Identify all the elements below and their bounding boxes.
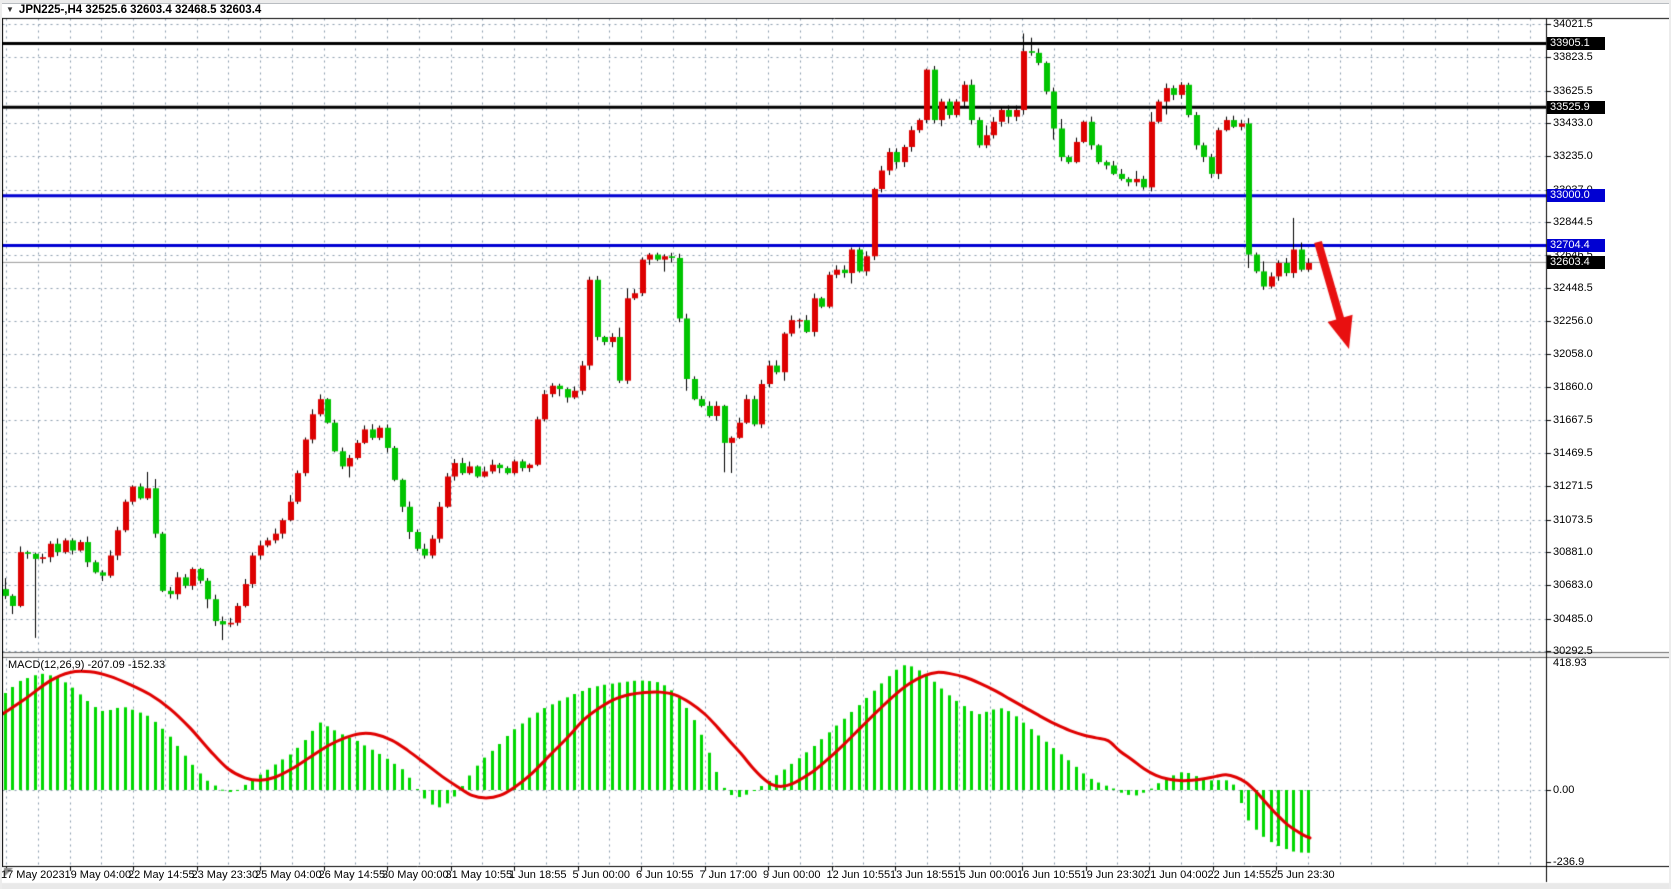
level-price-badge: 33000.0 <box>1547 189 1605 203</box>
symbol-timeframe-label: JPN225-,H4 <box>18 4 83 16</box>
date-label: 21 Jun 04:00 <box>1144 869 1208 881</box>
price-tick-label: 33625.5 <box>1553 84 1593 97</box>
date-label: 19 Jun 23:30 <box>1080 869 1145 881</box>
date-label: 1 Jun 18:55 <box>509 869 567 881</box>
price-tick-label: 31073.5 <box>1553 513 1593 526</box>
date-label: 30 May 00:00 <box>382 869 449 881</box>
date-label: 12 Jun 10:55 <box>826 869 891 881</box>
price-tick-label: 32256.0 <box>1553 314 1593 327</box>
date-label: 5 Jun 00:00 <box>572 869 631 881</box>
window-right-edge <box>1669 0 1671 889</box>
date-label: 9 Jun 00:00 <box>763 869 821 881</box>
date-label: 15 Jun 00:00 <box>953 869 1018 881</box>
price-tick-label: 32844.5 <box>1553 215 1593 228</box>
price-tick-label: 30292.5 <box>1553 644 1593 657</box>
macd-tick-label: 418.93 <box>1553 657 1587 670</box>
price-tick-label: 32058.0 <box>1553 348 1593 361</box>
level-price-badge: 33525.9 <box>1547 100 1605 114</box>
price-tick-label: 31271.5 <box>1553 480 1593 493</box>
date-label: 13 Jun 18:55 <box>890 869 954 881</box>
date-label: 22 May 14:55 <box>128 869 195 881</box>
window-left-edge <box>0 0 2 889</box>
current-price-badge: 32603.4 <box>1547 255 1605 269</box>
ohlc-values-label: 32525.6 32603.4 32468.5 32603.4 <box>85 4 262 16</box>
price-tick-label: 31860.0 <box>1553 381 1593 394</box>
date-label: 26 May 14:55 <box>318 869 386 881</box>
price-tick-label: 33235.0 <box>1553 150 1593 163</box>
date-label: 16 Jun 10:55 <box>1017 869 1081 881</box>
macd-indicator-label: MACD(12,26,9) -207.09 -152.33 <box>8 659 166 671</box>
price-tick-label: 30485.0 <box>1553 612 1593 625</box>
level-price-badge: 33905.1 <box>1547 37 1605 51</box>
date-label: 31 May 10:55 <box>445 869 513 881</box>
price-tick-label: 33433.0 <box>1553 116 1593 129</box>
price-tick-label: 30881.0 <box>1553 545 1593 558</box>
price-tick-label: 31469.5 <box>1553 447 1593 460</box>
date-label: 7 Jun 17:00 <box>699 869 758 881</box>
price-tick-label: 31667.5 <box>1553 413 1593 426</box>
price-tick-label: 32448.5 <box>1553 282 1593 295</box>
date-label: 23 May 23:30 <box>191 869 259 881</box>
level-price-badge: 32704.4 <box>1547 238 1605 252</box>
price-tick-label: 30683.0 <box>1553 579 1593 592</box>
date-label: 25 May 04:00 <box>255 869 322 881</box>
date-label: 22 Jun 14:55 <box>1207 869 1272 881</box>
date-label: 25 Jun 23:30 <box>1271 869 1335 881</box>
date-label: 17 May 2023 <box>1 869 65 881</box>
chart-title: ▼ JPN225-,H4 32525.6 32603.4 32468.5 3260… <box>6 4 261 18</box>
price-tick-label: 34021.5 <box>1553 18 1593 30</box>
price-tick-label: 33823.5 <box>1553 51 1593 64</box>
macd-tick-label: 0.00 <box>1553 784 1575 796</box>
date-label: 6 Jun 10:55 <box>636 869 694 881</box>
window-top-edge <box>0 0 1671 4</box>
dropdown-caret-icon[interactable]: ▼ <box>6 5 14 14</box>
date-label: 19 May 04:00 <box>64 869 132 881</box>
macd-tick-label: -236.9 <box>1553 855 1585 868</box>
